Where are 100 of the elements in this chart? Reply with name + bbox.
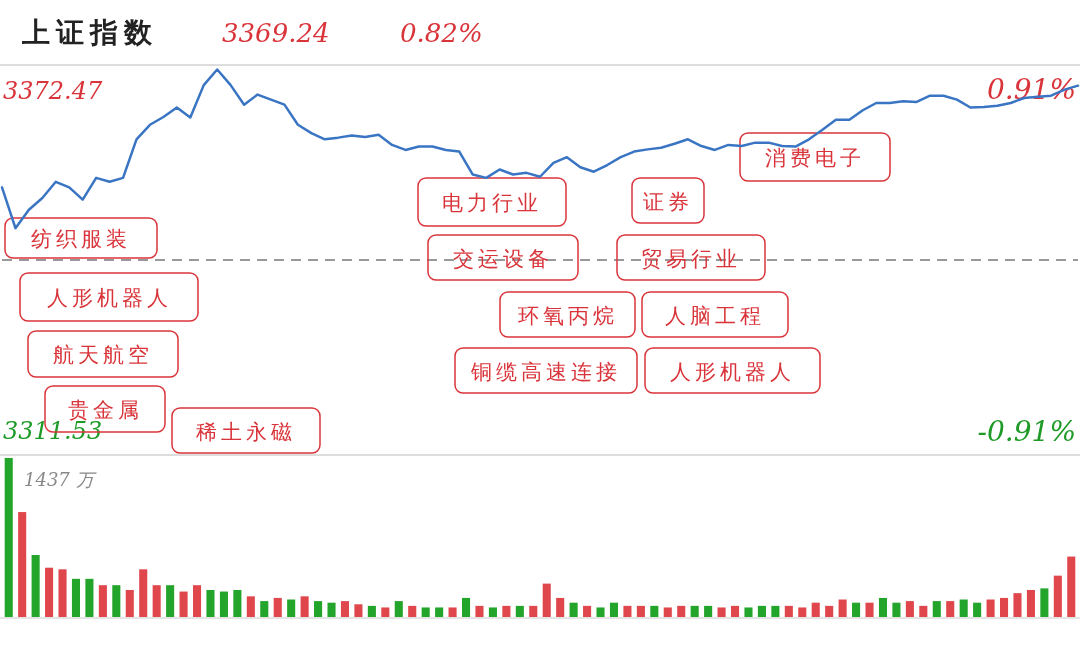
annotation: 1437 万 <box>24 469 97 490</box>
bar <box>919 605 928 617</box>
text: 0.82% <box>400 18 483 48</box>
bar <box>583 605 592 617</box>
bar <box>327 602 336 617</box>
bar <box>986 599 995 617</box>
annotation: 铜缆高速连接 <box>470 359 621 384</box>
bar <box>287 599 296 617</box>
bar <box>408 605 417 617</box>
bar <box>690 605 699 617</box>
bar <box>744 607 753 617</box>
annotation: 环氧丙烷 <box>517 303 618 328</box>
bar <box>878 597 888 617</box>
bar <box>515 605 524 617</box>
bar <box>636 605 645 617</box>
bar <box>421 607 430 617</box>
bar <box>98 585 107 617</box>
annotation: 贸易行业 <box>641 246 741 271</box>
bar <box>730 605 740 617</box>
bar <box>381 607 390 617</box>
bar <box>932 601 941 617</box>
bar <box>58 569 67 617</box>
bar <box>892 602 901 617</box>
bar <box>838 599 847 617</box>
bar <box>650 605 659 617</box>
annotation: 证券 <box>643 189 693 214</box>
bar <box>596 607 605 617</box>
annotation: 纺织服装 <box>31 227 131 251</box>
y-tick-label: 3372.47 <box>3 76 103 105</box>
bar <box>85 578 94 617</box>
bar <box>677 605 686 617</box>
bar <box>973 602 982 617</box>
bar <box>717 607 726 617</box>
annotation: 人形机器人 <box>46 286 172 310</box>
annotation: 电力行业 <box>442 191 542 215</box>
bar <box>771 605 780 617</box>
bar <box>999 597 1009 617</box>
bar <box>71 578 81 617</box>
bar <box>260 601 269 617</box>
bar <box>757 605 766 617</box>
bar <box>448 607 457 617</box>
bar <box>1067 556 1076 617</box>
bar <box>609 602 619 617</box>
bar <box>663 607 672 617</box>
bar <box>340 601 350 617</box>
bar <box>811 602 820 617</box>
bar <box>461 597 471 617</box>
y2-tick-label: -0.91% <box>977 414 1076 448</box>
bar <box>125 589 134 617</box>
bar <box>166 585 175 617</box>
chart-title: 上证指数 <box>21 16 158 49</box>
annotation: 消费电子 <box>765 146 865 170</box>
bar <box>300 596 309 617</box>
annotation: 人脑工程 <box>665 303 765 328</box>
bar <box>354 604 363 617</box>
bar <box>488 607 497 617</box>
bar <box>556 597 565 617</box>
bar <box>179 591 188 617</box>
bar <box>623 605 632 617</box>
annotation: 航天航空 <box>53 343 153 367</box>
bar <box>959 599 968 617</box>
bar <box>1026 589 1035 617</box>
bar <box>569 602 578 617</box>
bar <box>394 601 403 617</box>
bar <box>704 605 713 617</box>
bar <box>192 585 202 617</box>
bar <box>825 605 834 617</box>
bar <box>18 512 27 617</box>
bar <box>865 602 874 617</box>
annotation: 交运设备 <box>453 246 553 271</box>
bar <box>367 605 376 617</box>
bar <box>139 569 148 617</box>
bar <box>946 601 955 617</box>
text: 3369.24 <box>222 18 330 48</box>
bar <box>784 605 793 617</box>
bar <box>233 589 242 617</box>
bar <box>112 585 121 617</box>
bar <box>31 554 40 617</box>
bar <box>852 602 861 617</box>
bar <box>1040 588 1049 617</box>
bar <box>206 589 215 617</box>
bar <box>219 591 228 617</box>
bar <box>1013 593 1022 617</box>
bar <box>905 601 914 617</box>
bar <box>246 596 255 617</box>
bar <box>1053 575 1062 617</box>
annotation: 稀土永磁 <box>196 419 296 444</box>
bar <box>435 607 444 617</box>
bar <box>45 567 54 617</box>
bar <box>4 458 13 617</box>
bar <box>798 607 807 617</box>
bar <box>529 605 538 617</box>
bar <box>542 583 551 617</box>
bar <box>152 585 161 617</box>
line-series <box>0 68 1080 230</box>
annotation: 人形机器人 <box>670 359 795 384</box>
bar <box>475 605 484 617</box>
bar <box>502 605 511 617</box>
bar <box>273 597 282 617</box>
bar <box>314 601 323 617</box>
